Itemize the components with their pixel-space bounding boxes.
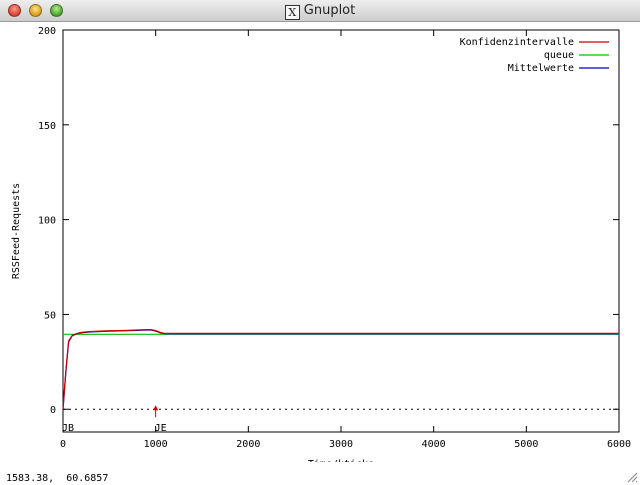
x11-logo-icon: X (284, 5, 300, 20)
chart-svg: 0501001502000100020003000400050006000Tim… (11, 26, 631, 470)
window-title-group: X Gnuplot (0, 3, 640, 20)
x-tick-label: 0 (60, 439, 66, 450)
annotation-label: JE (155, 423, 167, 434)
close-button[interactable] (8, 4, 21, 17)
minimize-button[interactable] (29, 4, 42, 17)
x-tick-label: 5000 (514, 439, 538, 450)
series-line-konfidenzintervalle (62, 329, 619, 410)
legend-label: Mittelwerte (508, 63, 574, 74)
y-tick-label: 150 (38, 121, 56, 132)
x-tick-label: 3000 (329, 439, 353, 450)
x-tick-label: 2000 (236, 439, 260, 450)
annotation-arrowhead (153, 405, 159, 411)
y-tick-label: 100 (38, 216, 56, 227)
x-axis-label: Time/kticks (308, 459, 374, 462)
mouse-coordinates-readout: 1583.38, 60.6857 (6, 473, 109, 484)
plot-canvas[interactable]: 0501001502000100020003000400050006000Tim… (0, 22, 640, 470)
legend-label: Konfidenzintervalle (460, 37, 574, 48)
annotation-label: JB (62, 423, 74, 434)
legend-label: queue (544, 50, 574, 61)
y-tick-label: 200 (38, 26, 56, 37)
y-tick-label: 0 (50, 405, 56, 416)
x-tick-label: 1000 (144, 439, 168, 450)
y-axis-label: RSSFeed-Requests (11, 183, 22, 279)
series-line-mittelwerte (62, 329, 619, 410)
x-tick-label: 4000 (422, 439, 446, 450)
y-tick-label: 50 (44, 310, 56, 321)
x-tick-label: 6000 (607, 439, 631, 450)
resize-grip-icon[interactable] (627, 472, 638, 483)
plot-frame (62, 29, 620, 433)
zoom-button[interactable] (50, 4, 63, 17)
window-title: Gnuplot (303, 3, 356, 18)
window-titlebar: X Gnuplot (0, 0, 640, 22)
